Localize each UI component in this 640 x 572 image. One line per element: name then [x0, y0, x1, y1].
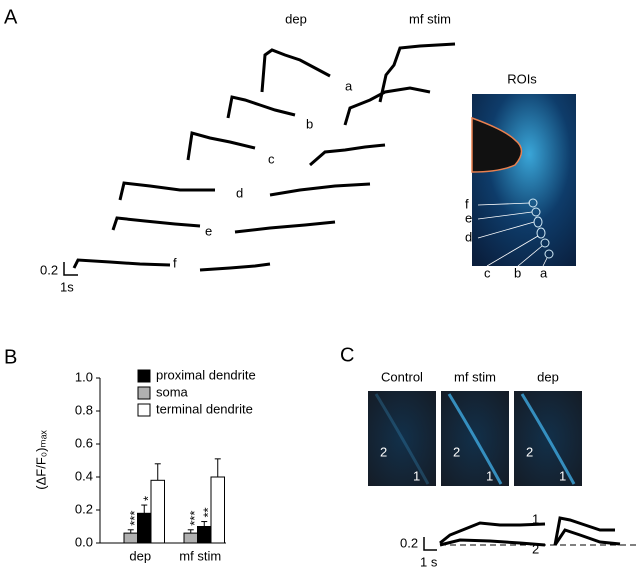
dendrite [374, 393, 430, 485]
scale-label: 1 s [420, 554, 438, 569]
trace-label: f [173, 255, 177, 270]
y-tick-label: 0.2 [75, 501, 93, 516]
bar [197, 526, 212, 544]
bar [150, 479, 165, 544]
scale-label: 0.2 [40, 262, 58, 277]
image-title: Control [381, 369, 423, 384]
y-tick-label: 0.8 [75, 402, 93, 417]
trace-label: b [306, 116, 313, 131]
scale-label: 1s [60, 279, 74, 294]
legend-label: terminal dendrite [156, 401, 253, 416]
bar [137, 512, 152, 544]
scale-label: 0.2 [400, 535, 418, 550]
x-tick-label: dep [129, 548, 151, 563]
significance: *** [187, 511, 202, 526]
bar [123, 532, 138, 544]
images: Control 2 1 mf stim 2 1 dep 2 1 [368, 369, 582, 486]
roi-label: f [465, 196, 469, 211]
trace-label: a [345, 78, 353, 93]
panel-label: B [4, 346, 17, 368]
roi-label: a [540, 265, 548, 280]
image-label: 2 [453, 444, 460, 459]
y-tick-label: 0.6 [75, 435, 93, 450]
traces [423, 516, 640, 551]
roi-label: e [465, 210, 472, 225]
image-label: 1 [559, 468, 566, 483]
panel-label: C [340, 344, 354, 366]
image-label: 1 [413, 468, 420, 483]
significance: ** [201, 507, 216, 517]
legend-label: proximal dendrite [156, 367, 256, 382]
y-tick-label: 0.0 [75, 534, 93, 549]
legend-swatch [137, 386, 151, 400]
bar [183, 532, 198, 544]
x-tick-label: mf stim [179, 548, 221, 563]
bar [210, 476, 225, 544]
dendrite [520, 393, 576, 485]
y-axis-label: (ΔF/F₀)ₘₐₓ [33, 430, 48, 490]
roi-image [471, 94, 576, 267]
scale-bar [63, 262, 78, 276]
trace-label: 1 [532, 511, 539, 526]
trace-title: dep [285, 11, 307, 26]
image-title: dep [537, 369, 559, 384]
image-title: ROIs [507, 71, 537, 86]
trace-label: d [236, 185, 243, 200]
traces [72, 42, 456, 272]
image-title: mf stim [454, 369, 496, 384]
trace-label: 2 [532, 541, 539, 556]
significance: * [141, 496, 156, 501]
panel-label: A [4, 6, 18, 28]
legend-label: soma [156, 384, 189, 399]
image [368, 391, 436, 486]
image-label: 2 [380, 444, 387, 459]
legend-swatch [137, 369, 151, 383]
roi-label: b [514, 265, 521, 280]
image-label: 2 [526, 444, 533, 459]
trace-label: c [268, 151, 275, 166]
trace-label: e [205, 223, 212, 238]
y-tick-label: 0.4 [75, 468, 93, 483]
y-tick-label: 1.0 [75, 369, 93, 384]
legend-swatch [137, 403, 151, 417]
trace-title: mf stim [409, 11, 451, 26]
image-label: 1 [486, 468, 493, 483]
roi-label: c [484, 265, 491, 280]
dendrite [447, 393, 503, 485]
roi-label: d [465, 229, 472, 244]
